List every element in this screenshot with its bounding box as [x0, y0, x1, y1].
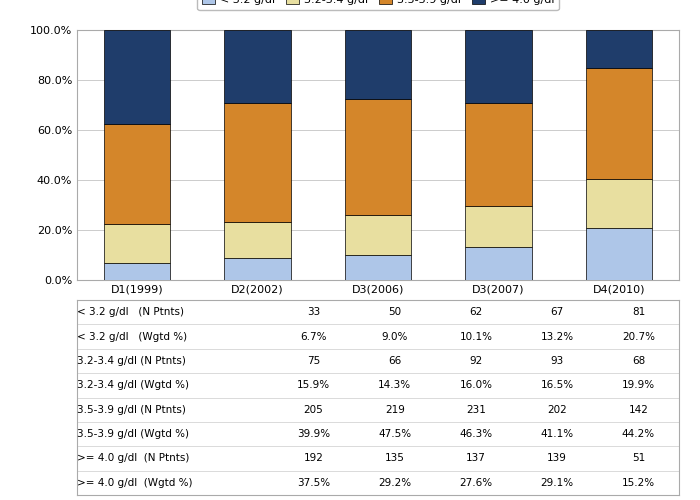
Text: < 3.2 g/dl   (Wgtd %): < 3.2 g/dl (Wgtd %)	[77, 332, 187, 342]
Bar	[345, 255, 411, 280]
Text: 202: 202	[547, 404, 567, 414]
Text: 219: 219	[385, 404, 405, 414]
Text: 135: 135	[385, 454, 405, 464]
Text: 6.7%: 6.7%	[300, 332, 327, 342]
Text: 92: 92	[470, 356, 482, 366]
Text: 20.7%: 20.7%	[622, 332, 655, 342]
Text: 231: 231	[466, 404, 486, 414]
Text: 50: 50	[389, 307, 401, 317]
Bar	[345, 30, 411, 99]
Text: 46.3%: 46.3%	[459, 429, 493, 439]
Text: 66: 66	[389, 356, 401, 366]
Text: 37.5%: 37.5%	[297, 478, 330, 488]
Text: 139: 139	[547, 454, 567, 464]
Text: 67: 67	[551, 307, 564, 317]
Legend: < 3.2 g/dl, 3.2-3.4 g/dl, 3.5-3.9 g/dl, >= 4.0 g/dl: < 3.2 g/dl, 3.2-3.4 g/dl, 3.5-3.9 g/dl, …	[197, 0, 559, 10]
Text: 39.9%: 39.9%	[297, 429, 330, 439]
Bar	[225, 30, 290, 103]
Text: 33: 33	[307, 307, 320, 317]
Text: 10.1%: 10.1%	[459, 332, 493, 342]
Bar	[225, 103, 290, 222]
Text: 14.3%: 14.3%	[378, 380, 412, 390]
Text: 41.1%: 41.1%	[540, 429, 574, 439]
Bar	[225, 222, 290, 258]
Text: 27.6%: 27.6%	[459, 478, 493, 488]
Text: 29.2%: 29.2%	[378, 478, 412, 488]
Text: 15.2%: 15.2%	[622, 478, 655, 488]
Text: 3.5-3.9 g/dl (Wgtd %): 3.5-3.9 g/dl (Wgtd %)	[77, 429, 189, 439]
Bar	[104, 263, 170, 280]
Text: 29.1%: 29.1%	[540, 478, 574, 488]
Bar	[104, 30, 170, 124]
Text: 3.5-3.9 g/dl (N Ptnts): 3.5-3.9 g/dl (N Ptnts)	[77, 404, 186, 414]
Text: 62: 62	[470, 307, 482, 317]
Bar	[466, 103, 531, 206]
Text: 192: 192	[304, 454, 323, 464]
Bar	[104, 124, 170, 224]
Bar	[586, 178, 652, 228]
Bar	[586, 68, 652, 178]
Text: 47.5%: 47.5%	[378, 429, 412, 439]
Text: 3.2-3.4 g/dl (N Ptnts): 3.2-3.4 g/dl (N Ptnts)	[77, 356, 186, 366]
Bar	[466, 206, 531, 247]
Bar	[345, 215, 411, 255]
Text: 16.0%: 16.0%	[459, 380, 493, 390]
Bar	[466, 247, 531, 280]
Text: 19.9%: 19.9%	[622, 380, 655, 390]
Text: 15.9%: 15.9%	[297, 380, 330, 390]
Bar	[345, 99, 411, 215]
Text: 137: 137	[466, 454, 486, 464]
Text: < 3.2 g/dl   (N Ptnts): < 3.2 g/dl (N Ptnts)	[77, 307, 184, 317]
Text: >= 4.0 g/dl  (Wgtd %): >= 4.0 g/dl (Wgtd %)	[77, 478, 193, 488]
Bar	[586, 30, 652, 68]
Bar	[225, 258, 290, 280]
Bar	[104, 224, 170, 263]
Bar	[586, 228, 652, 280]
Text: 51: 51	[632, 454, 645, 464]
Text: 9.0%: 9.0%	[382, 332, 408, 342]
Text: 75: 75	[307, 356, 320, 366]
Text: 81: 81	[632, 307, 645, 317]
Bar	[466, 30, 531, 103]
Text: >= 4.0 g/dl  (N Ptnts): >= 4.0 g/dl (N Ptnts)	[77, 454, 190, 464]
Text: 93: 93	[551, 356, 564, 366]
Text: 44.2%: 44.2%	[622, 429, 655, 439]
Text: 16.5%: 16.5%	[540, 380, 574, 390]
Text: 68: 68	[632, 356, 645, 366]
Text: 3.2-3.4 g/dl (Wgtd %): 3.2-3.4 g/dl (Wgtd %)	[77, 380, 189, 390]
Text: 13.2%: 13.2%	[540, 332, 574, 342]
Text: 142: 142	[629, 404, 648, 414]
Text: 205: 205	[304, 404, 323, 414]
